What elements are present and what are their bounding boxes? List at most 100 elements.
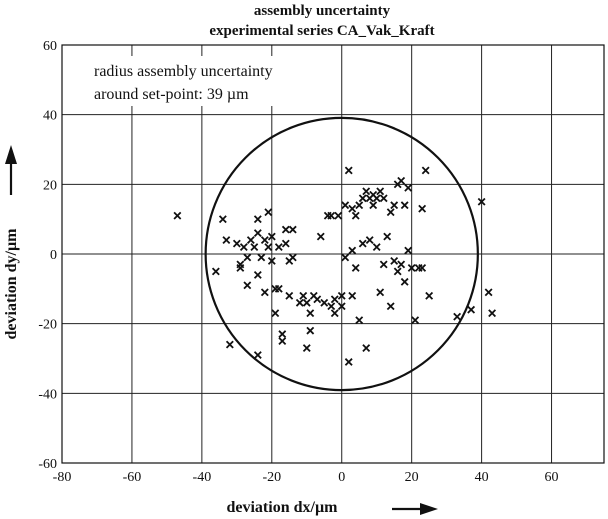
data-point [341,253,350,262]
data-point [376,187,385,196]
data-point [327,302,336,311]
y-tick-label: 40 [43,109,57,124]
data-points [173,166,497,366]
data-point [341,201,350,210]
data-point [302,298,311,307]
uncertainty-circle [204,116,479,392]
data-point [330,309,339,318]
x-axis-arrow [392,503,438,515]
data-point [274,243,283,251]
data-point [306,326,315,335]
y-tick-label: -20 [38,318,57,333]
x-tick-label: 20 [405,470,419,485]
data-point [257,253,266,262]
data-point [355,316,364,325]
data-point [243,253,252,262]
y-axis-arrow [5,145,17,195]
data-point [369,201,378,210]
data-point [334,211,343,220]
data-point [302,344,311,352]
data-point [393,267,402,276]
data-point [348,204,357,213]
data-point [379,260,388,269]
data-point [484,288,493,297]
data-point [288,253,297,262]
data-point [278,330,287,339]
data-point [351,263,360,272]
annotation-line-2: around set-point: 39 µm [94,86,249,103]
data-point [313,295,322,304]
data-point [281,225,290,234]
x-tick-label: -20 [262,470,281,485]
chart-subtitle: experimental series CA_Vak_Kraft [209,23,434,39]
data-point [267,232,276,241]
data-point [421,166,430,175]
annotation-box [86,56,334,106]
data-point [365,236,374,245]
y-tick-label: -40 [38,387,57,402]
data-point [278,337,287,346]
data-point [407,263,416,272]
data-point [299,291,308,300]
plot-frame [61,44,605,464]
data-point [288,225,297,234]
data-point [246,236,255,245]
chart-title: assembly uncertainty [254,3,391,19]
data-point [267,257,276,265]
x-tick-label: -80 [53,470,72,485]
data-point [404,183,413,192]
data-point [264,243,273,251]
data-point [348,291,357,300]
data-point [358,239,367,248]
x-axis-label: deviation dx/µm [226,499,338,516]
data-point [225,340,234,349]
data-point [222,236,231,245]
data-point [397,260,406,269]
data-point [372,194,381,203]
data-point [253,215,262,224]
data-point [348,246,357,255]
data-point [390,201,399,210]
annotation-line-1: radius assembly uncertainty [94,63,273,80]
y-tick-label: 20 [43,178,57,193]
data-point [358,194,367,203]
data-point [271,309,280,318]
x-tick-label: -40 [193,470,212,485]
data-point [362,187,371,196]
data-point [379,194,388,203]
data-point [467,305,476,314]
data-point [376,288,385,297]
data-point [477,197,486,206]
data-point [383,232,392,241]
data-point [386,208,395,217]
data-point [253,229,262,238]
data-point [344,358,353,366]
data-point [232,239,241,248]
data-point [337,291,346,300]
data-point [260,236,269,245]
y-tick-label: -60 [38,457,57,472]
data-point [173,211,182,220]
data-point [351,211,360,220]
data-point [400,201,409,210]
data-point [260,288,269,297]
x-tick-label: 0 [338,470,345,485]
data-point [488,309,497,318]
data-point [253,270,262,279]
data-point [295,298,304,307]
data-point [372,243,381,251]
data-point [411,316,420,325]
data-point [239,243,248,251]
x-tick-label: 60 [545,470,559,485]
data-point [425,291,434,300]
data-point [281,239,290,248]
data-point [362,344,371,352]
data-point [327,211,336,220]
data-point [404,246,413,255]
data-point [418,263,427,272]
grid-lines [61,44,604,464]
data-point [418,204,427,213]
data-point [243,281,252,290]
